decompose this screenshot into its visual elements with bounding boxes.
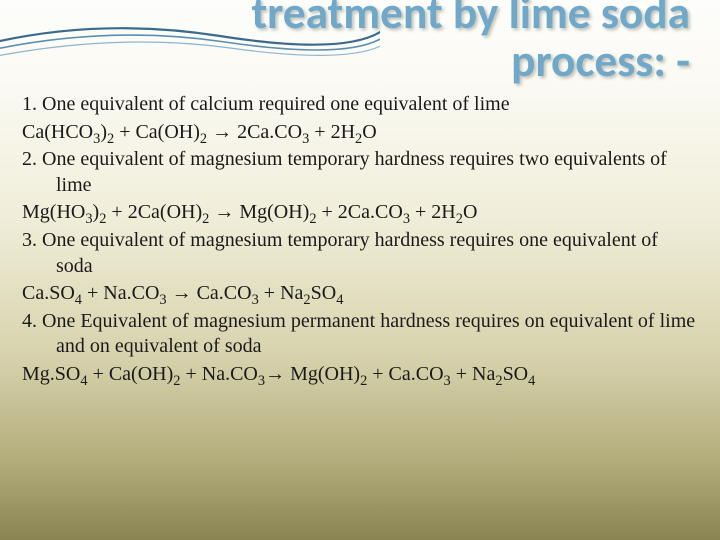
point-1-text: One equivalent of calcium required one e…: [42, 93, 510, 115]
point-2-num: 2.: [22, 148, 37, 170]
point-3: 3. One equivalent of magnesium temporary…: [22, 228, 698, 279]
equation-1: Ca(HCO3)2 + Ca(OH)2 → 2Ca.CO3 + 2H2O: [22, 120, 698, 146]
point-4: 4. One Equivalent of magnesium permanent…: [22, 309, 698, 360]
slide-body: 1. One equivalent of calcium required on…: [22, 92, 698, 390]
point-1: 1. One equivalent of calcium required on…: [22, 92, 698, 118]
title-line-2: process: -: [251, 38, 690, 86]
title-line-1: treatment by lime soda: [251, 0, 690, 38]
point-4-num: 4.: [22, 310, 37, 332]
point-2: 2. One equivalent of magnesium temporary…: [22, 147, 698, 198]
equation-2: Mg(HO3)2 + 2Ca(OH)2 → Mg(OH)2 + 2Ca.CO3 …: [22, 200, 698, 226]
slide-title: treatment by lime soda process: -: [251, 0, 690, 85]
point-4-text: One Equivalent of magnesium permanent ha…: [42, 310, 695, 358]
equation-4: Mg.SO4 + Ca(OH)2 + Na.CO3→ Mg(OH)2 + Ca.…: [22, 362, 698, 388]
equation-3: Ca.SO4 + Na.CO3 → Ca.CO3 + Na2SO4: [22, 281, 698, 307]
point-3-num: 3.: [22, 229, 37, 251]
point-2-text: One equivalent of magnesium temporary ha…: [42, 148, 667, 196]
point-1-num: 1.: [22, 93, 37, 115]
point-3-text: One equivalent of magnesium temporary ha…: [42, 229, 658, 277]
